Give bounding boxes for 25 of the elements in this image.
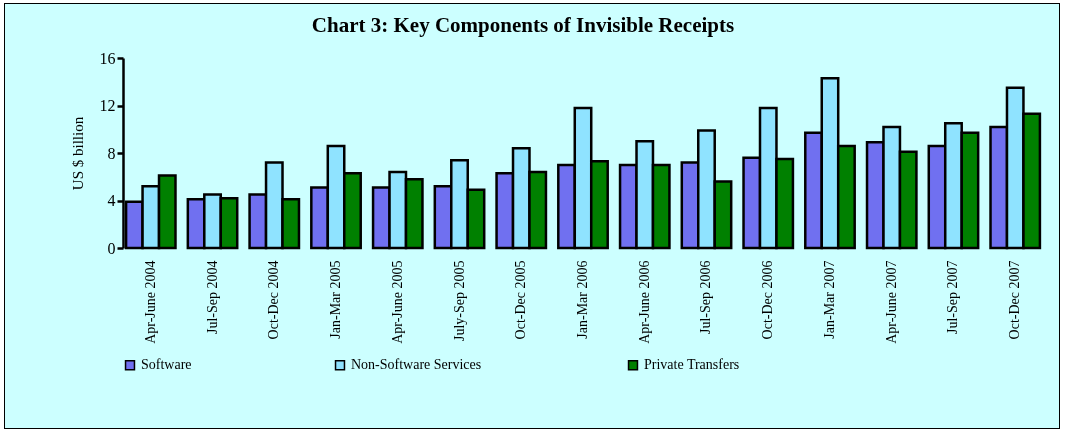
y-tick-label: 16 — [99, 49, 116, 67]
x-tick-label: Jul-Sep 2007 — [945, 260, 961, 334]
y-tick-label: 12 — [99, 97, 116, 114]
x-tick-label: Oct-Dec 2005 — [513, 260, 529, 340]
legend-label: Non-Software Services — [351, 357, 482, 373]
x-tick-label: Apr-June 2005 — [389, 260, 405, 344]
y-tick-label: 4 — [107, 192, 116, 209]
x-tick-label: July-Sep 2005 — [451, 260, 467, 341]
y-tick-label: 0 — [107, 239, 116, 257]
x-tick-label: Oct-Dec 2004 — [266, 260, 282, 340]
y-axis-title: US $ billion — [69, 116, 86, 191]
y-tick-label: 8 — [107, 144, 116, 162]
x-tick-label: Jan-Mar 2005 — [328, 260, 344, 339]
x-tick-label: Jan-Mar 2007 — [821, 260, 837, 339]
x-tick-label: Oct-Dec 2006 — [760, 260, 776, 340]
x-tick-label: Jul-Sep 2004 — [204, 260, 220, 334]
x-tick-label: Apr-June 2006 — [636, 260, 652, 344]
x-tick-label: Apr-June 2004 — [142, 260, 158, 344]
x-tick-label: Jul-Sep 2006 — [698, 260, 714, 334]
legend-label: Private Transfers — [644, 357, 740, 373]
x-tick-label: Jan-Mar 2006 — [575, 260, 590, 339]
x-tick-label: Oct-Dec 2007 — [1007, 260, 1023, 340]
x-tick-label: Apr-June 2007 — [883, 260, 899, 344]
chart-title: Chart 3: Key Components of Invisible Receipts — [311, 13, 735, 37]
legend-label: Software — [141, 357, 192, 373]
